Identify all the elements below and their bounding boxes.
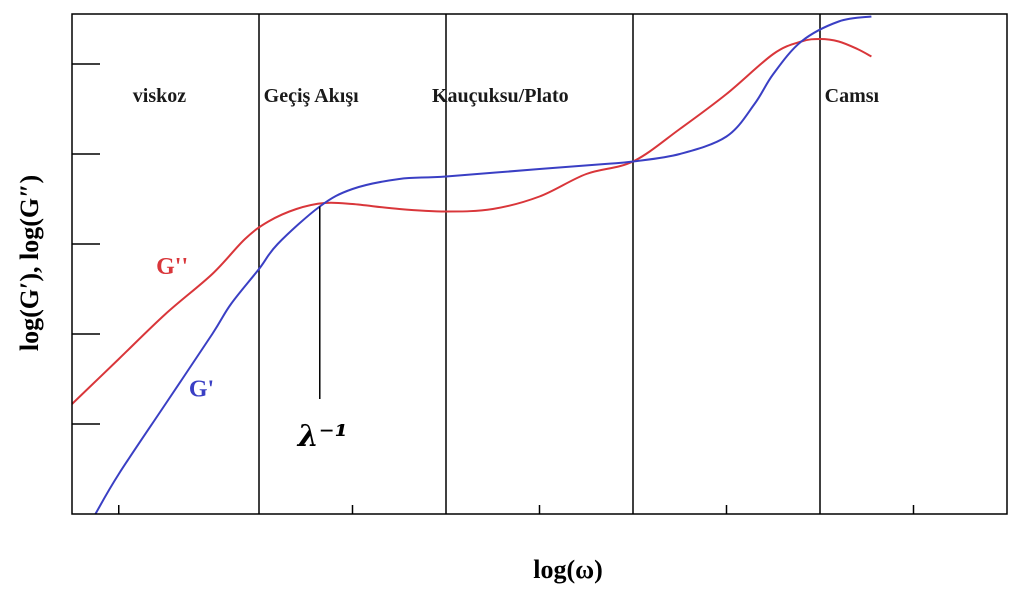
region-boundaries <box>258 14 821 514</box>
y-axis-title: log(G′), log(G″) <box>15 175 44 351</box>
series-label-g-double-prime: G'' <box>156 254 188 280</box>
region-label-1: viskoz <box>133 85 186 107</box>
curve-labels: G'' G' <box>156 254 214 403</box>
region-label-3: Kauçuksu/Plato <box>432 85 569 107</box>
region-labels: viskoz Geçiş Akışı Kauçuksu/Plato Camsı <box>133 85 880 107</box>
region-label-2: Geçiş Akışı <box>264 85 359 107</box>
region-label-4: Camsı <box>825 85 880 107</box>
curves <box>71 15 872 515</box>
x-axis-title: log(ω) <box>533 555 603 584</box>
series-line-g-prime <box>94 15 872 515</box>
lambda-marker-label: λ⁻¹ <box>296 419 348 454</box>
axis-ticks <box>72 63 915 514</box>
series-label-g-prime: G' <box>189 377 214 403</box>
series-line-g-double-prime <box>71 37 872 405</box>
